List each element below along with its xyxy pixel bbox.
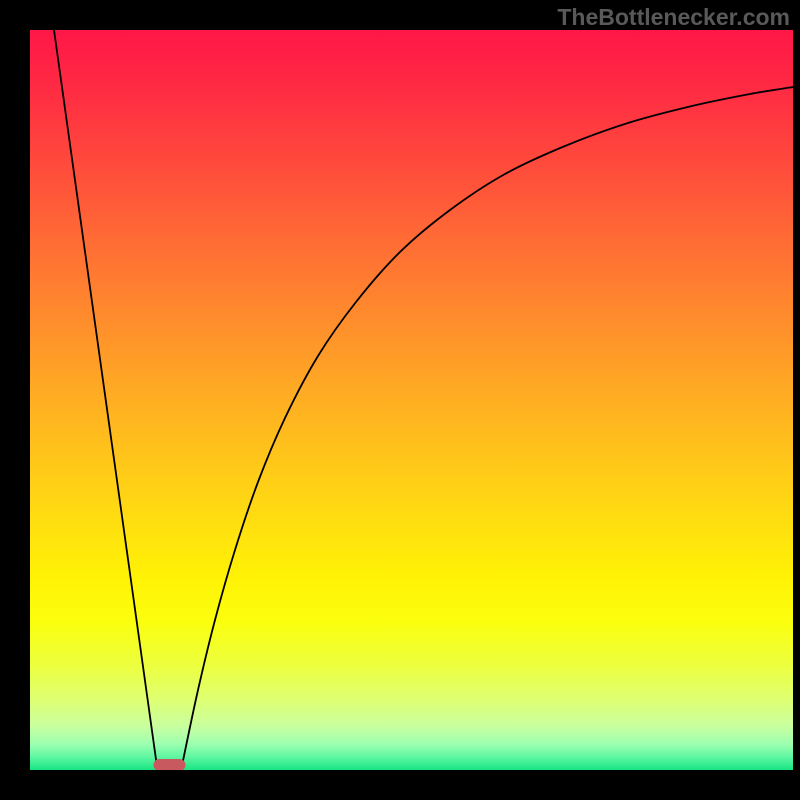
chart-svg (0, 0, 800, 800)
watermark-text: TheBottlenecker.com (557, 4, 790, 31)
plot-background (30, 30, 793, 770)
optimal-marker (154, 759, 186, 771)
bottleneck-chart: TheBottlenecker.com (0, 0, 800, 800)
